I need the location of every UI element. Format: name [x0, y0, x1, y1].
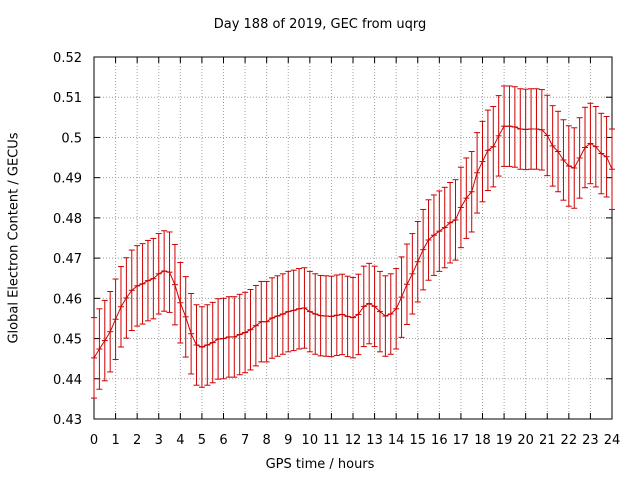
gec-series	[91, 85, 615, 399]
x-tick-label: 12	[345, 433, 362, 448]
y-tick-label: 0.43	[53, 413, 82, 428]
x-tick-label: 3	[155, 433, 163, 448]
y-tick-label: 0.5	[61, 131, 82, 146]
x-tick-label: 11	[323, 433, 340, 448]
x-tick-label: 17	[453, 433, 470, 448]
y-tick-label: 0.51	[53, 91, 82, 106]
error-bar	[609, 128, 615, 210]
x-tick-label: 7	[241, 433, 249, 448]
y-tick-label: 0.49	[53, 172, 82, 187]
chart-title: Day 188 of 2019, GEC from uqrg	[213, 17, 427, 32]
x-tick-label: 22	[561, 433, 578, 448]
x-tick-label: 15	[409, 433, 426, 448]
x-tick-label: 10	[302, 433, 319, 448]
series-line	[93, 125, 613, 359]
y-tick-label: 0.48	[53, 212, 82, 227]
x-tick-label: 2	[133, 433, 141, 448]
x-tick-label: 24	[604, 433, 621, 448]
y-tick-labels: 0.43 0.44 0.45 0.46 0.47 0.48 0.49 0.5 0.51 0.52	[53, 51, 82, 428]
x-axis-label: GPS time / hours	[265, 457, 375, 472]
tick-marks	[93, 56, 613, 420]
grid-lines	[94, 57, 612, 419]
x-tick-label: 5	[198, 433, 206, 448]
x-tick-label: 0	[90, 433, 98, 448]
x-tick-label: 21	[539, 433, 556, 448]
y-tick-label: 0.47	[53, 252, 82, 267]
x-tick-label: 16	[431, 433, 448, 448]
x-tick-label: 9	[284, 433, 292, 448]
x-tick-label: 14	[388, 433, 405, 448]
y-tick-label: 0.44	[53, 373, 82, 388]
x-tick-label: 13	[366, 433, 383, 448]
x-tick-label: 18	[474, 433, 491, 448]
x-tick-label: 4	[176, 433, 184, 448]
x-tick-label: 23	[582, 433, 599, 448]
x-tick-label: 20	[517, 433, 534, 448]
x-tick-label: 8	[263, 433, 271, 448]
y-tick-label: 0.52	[53, 51, 82, 66]
y-tick-label: 0.45	[53, 333, 82, 348]
x-tick-label: 19	[496, 433, 513, 448]
x-tick-label: 6	[219, 433, 227, 448]
x-tick-label: 1	[111, 433, 119, 448]
y-tick-label: 0.46	[53, 292, 82, 307]
x-tick-labels: 0 1 2 3 4 5 6 7 8 9 10 11 12 13 14 15 16 17 18 19 20 21 22 23 24	[90, 433, 620, 448]
y-axis-label: Global Electron Content / GECUs	[6, 132, 22, 344]
